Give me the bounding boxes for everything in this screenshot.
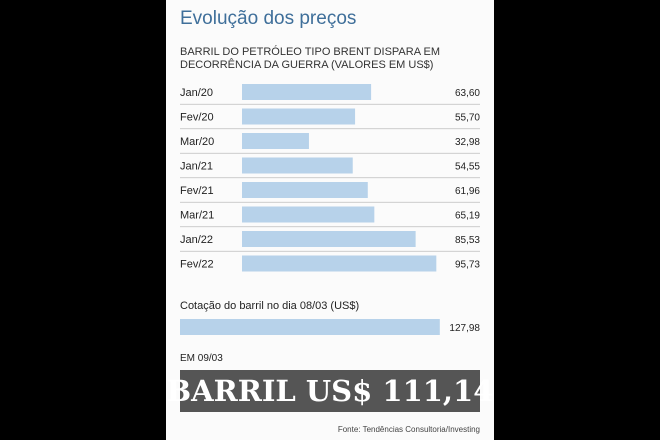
value-label: 63,60 — [455, 88, 480, 99]
chart-subtitle: BARRIL DO PETRÓLEO TIPO BRENT DISPARA EM… — [180, 46, 440, 71]
value-label: 32,98 — [455, 137, 480, 148]
value-label: 85,53 — [455, 235, 480, 246]
category-label: Fev/20 — [180, 112, 214, 124]
infographic-panel: Evolução dos preços BARRIL DO PETRÓLEO T… — [166, 0, 494, 440]
value-label: 55,70 — [455, 113, 480, 124]
cotacao-value-label: 127,98 — [449, 323, 480, 334]
bar — [242, 133, 309, 149]
chart-title: Evolução dos preços — [180, 8, 357, 29]
bar — [242, 182, 368, 198]
headline-price-banner: BARRIL US$ 111,14 — [167, 370, 493, 412]
cotacao-label: Cotação do barril no dia 08/03 (US$) — [180, 300, 360, 312]
source-note: Fonte: Tendências Consultoria/Investing — [337, 425, 480, 434]
category-label: Mar/21 — [180, 210, 214, 222]
bar — [242, 255, 437, 272]
em-date-label: EM 09/03 — [180, 353, 223, 364]
value-label: 61,96 — [455, 186, 480, 197]
value-label: 65,19 — [455, 211, 480, 222]
category-label: Jan/22 — [180, 234, 213, 246]
cotacao-bar — [180, 319, 440, 335]
bar — [242, 108, 356, 125]
category-label: Jan/20 — [180, 87, 213, 99]
category-label: Fev/22 — [180, 259, 214, 271]
value-label: 95,73 — [455, 260, 480, 271]
category-label: Fev/21 — [180, 185, 214, 197]
category-label: Jan/21 — [180, 161, 213, 173]
category-label: Mar/20 — [180, 136, 214, 148]
bar-chart: Jan/20 63,60 Fev/20 55,70 Mar/20 32,98 Jan/21 5… — [180, 84, 480, 335]
value-label: 54,55 — [455, 162, 480, 173]
bar — [242, 206, 375, 223]
bar — [242, 231, 416, 247]
bar — [242, 84, 372, 100]
bar — [242, 157, 353, 174]
